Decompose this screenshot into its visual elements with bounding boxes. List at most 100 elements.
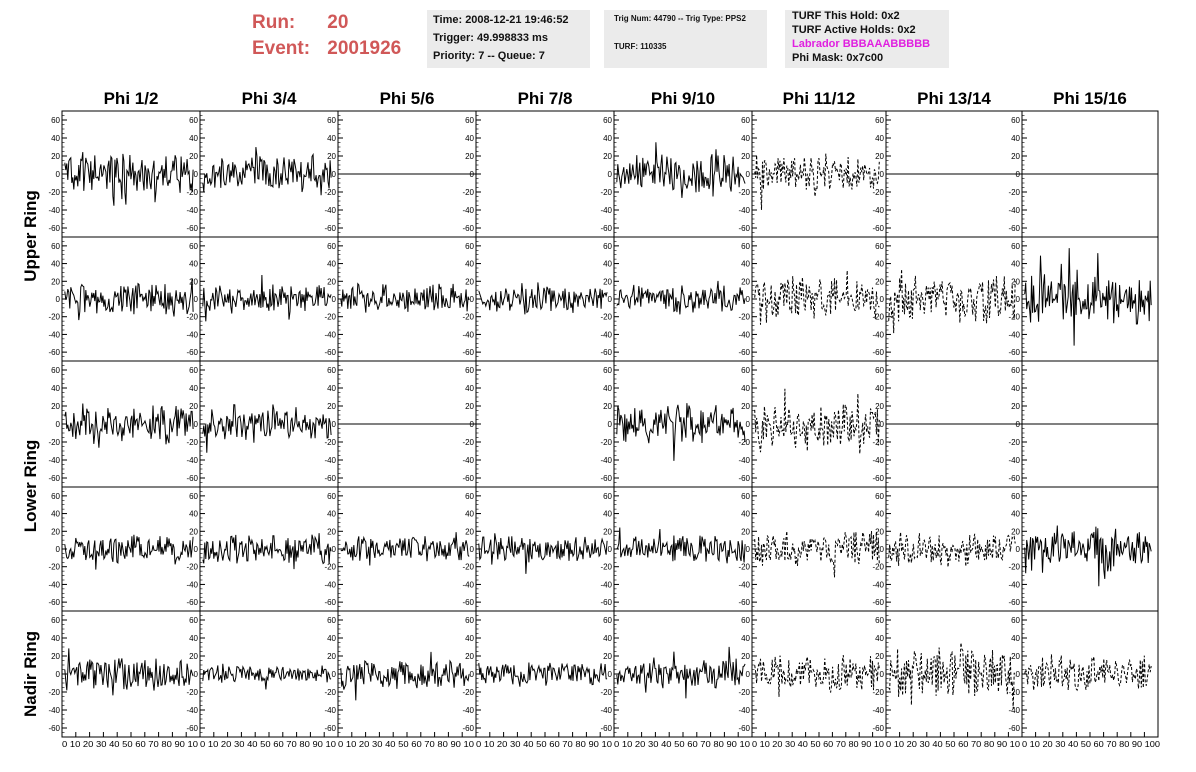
y-tick-label: 60 (327, 616, 336, 625)
y-tick-label: 20 (465, 527, 474, 536)
y-tick-label: 0 (194, 420, 199, 429)
y-tick-label: -40 (738, 706, 750, 715)
y-tick-label: -20 (738, 188, 750, 197)
waveform-trace-r3-c5 (616, 403, 746, 461)
y-tick-label: 40 (465, 384, 474, 393)
waveform-trace-r2-c4 (478, 282, 608, 315)
y-tick-label: -40 (600, 580, 612, 589)
y-tick-label: 0 (56, 545, 61, 554)
labrador-text: Labrador BBBAAABBBBB (792, 38, 931, 50)
panel-frame-r3-c4 (475, 360, 615, 488)
y-tick-label: -20 (48, 438, 60, 447)
y-tick-label: -60 (872, 598, 884, 607)
y-tick-label: -60 (872, 724, 884, 733)
y-tick-label: -20 (186, 188, 198, 197)
y-tick-label: 40 (603, 634, 612, 643)
y-tick-label: 0 (746, 170, 751, 179)
y-tick-label: -60 (48, 598, 60, 607)
y-tick-label: 20 (327, 152, 336, 161)
y-tick-label: 60 (741, 616, 750, 625)
event-value: 2001926 (327, 38, 402, 59)
y-tick-label: -60 (738, 224, 750, 233)
y-tick-label: -60 (186, 598, 198, 607)
y-tick-label: 40 (875, 634, 884, 643)
y-tick-label: -60 (1008, 224, 1020, 233)
y-tick-label: 20 (465, 152, 474, 161)
y-tick-label: 60 (189, 242, 198, 251)
y-tick-label: -40 (48, 706, 60, 715)
waveform-trace-r5-c8 (1024, 654, 1152, 692)
y-tick-label: -40 (462, 330, 474, 339)
y-tick-label: 20 (327, 527, 336, 536)
y-tick-label: 0 (194, 545, 199, 554)
y-tick-label: -40 (324, 456, 336, 465)
y-tick-label: -40 (48, 456, 60, 465)
y-tick-label: 20 (741, 652, 750, 661)
y-tick-label: -40 (738, 206, 750, 215)
y-tick-label: 60 (327, 242, 336, 251)
y-tick-label: -40 (1008, 330, 1020, 339)
y-tick-label: -20 (186, 313, 198, 322)
y-tick-label: -40 (1008, 706, 1020, 715)
waveform-trace-r4-c4 (478, 533, 608, 574)
y-tick-label: -20 (324, 563, 336, 572)
y-tick-label: 0 (470, 295, 475, 304)
y-tick-label: -20 (1008, 688, 1020, 697)
y-tick-label: 20 (189, 652, 198, 661)
waveform-trace-r1-c6 (754, 153, 880, 210)
y-tick-label: 0 (194, 670, 199, 679)
y-tick-label: -60 (738, 474, 750, 483)
y-tick-label: 60 (741, 366, 750, 375)
time-info-box: Time: 2008-12-21 19:46:52 Trigger: 49.99… (427, 10, 590, 68)
y-tick-label: 20 (741, 527, 750, 536)
waveform-trace-r3-c6 (754, 388, 880, 454)
y-tick-label: -20 (324, 188, 336, 197)
y-tick-label: -40 (462, 580, 474, 589)
y-tick-label: 60 (875, 366, 884, 375)
y-tick-label: 20 (51, 152, 60, 161)
waveform-trace-r5-c5 (616, 646, 746, 699)
y-tick-label: 40 (189, 384, 198, 393)
y-tick-label: -40 (324, 330, 336, 339)
column-header-4: Phi 7/8 (518, 89, 573, 108)
y-tick-label: -60 (324, 474, 336, 483)
y-tick-label: -40 (1008, 456, 1020, 465)
y-tick-label: 40 (465, 134, 474, 143)
y-tick-label: -20 (186, 688, 198, 697)
y-tick-label: 20 (51, 652, 60, 661)
y-tick-label: -40 (738, 580, 750, 589)
y-tick-label: -60 (462, 724, 474, 733)
y-tick-label: -20 (600, 438, 612, 447)
y-tick-label: 40 (51, 260, 60, 269)
y-tick-label: 60 (875, 116, 884, 125)
y-tick-label: 60 (603, 366, 612, 375)
y-tick-label: 0 (1016, 670, 1021, 679)
y-tick-label: -40 (872, 580, 884, 589)
run-label: Run: (252, 12, 296, 33)
y-tick-label: 40 (1011, 134, 1020, 143)
y-tick-label: 60 (51, 242, 60, 251)
turf-info-box: TURF This Hold: 0x2 TURF Active Holds: 0… (785, 10, 949, 68)
y-tick-label: 20 (189, 402, 198, 411)
y-tick-label: 60 (189, 366, 198, 375)
y-tick-label: 40 (603, 260, 612, 269)
waveform-trace-r5-c1 (64, 648, 194, 696)
y-tick-label: -20 (186, 563, 198, 572)
y-tick-label: -60 (600, 724, 612, 733)
y-tick-label: -20 (872, 563, 884, 572)
y-tick-label: -40 (186, 706, 198, 715)
y-tick-label: 40 (465, 510, 474, 519)
y-tick-label: -60 (600, 224, 612, 233)
y-tick-label: -20 (872, 688, 884, 697)
y-tick-label: -60 (324, 598, 336, 607)
column-header-6: Phi 11/12 (783, 89, 856, 108)
y-tick-label: 60 (51, 616, 60, 625)
waveform-trace-r5-c6 (754, 655, 880, 697)
y-tick-label: 20 (1011, 402, 1020, 411)
y-tick-label: -40 (186, 580, 198, 589)
y-tick-label: 40 (741, 260, 750, 269)
y-tick-label: -60 (1008, 348, 1020, 357)
y-tick-label: -60 (738, 348, 750, 357)
trigger-info-box: Trig Num: 44790 -- Trig Type: PPS2 TURF:… (604, 10, 767, 68)
y-tick-label: 0 (880, 295, 885, 304)
